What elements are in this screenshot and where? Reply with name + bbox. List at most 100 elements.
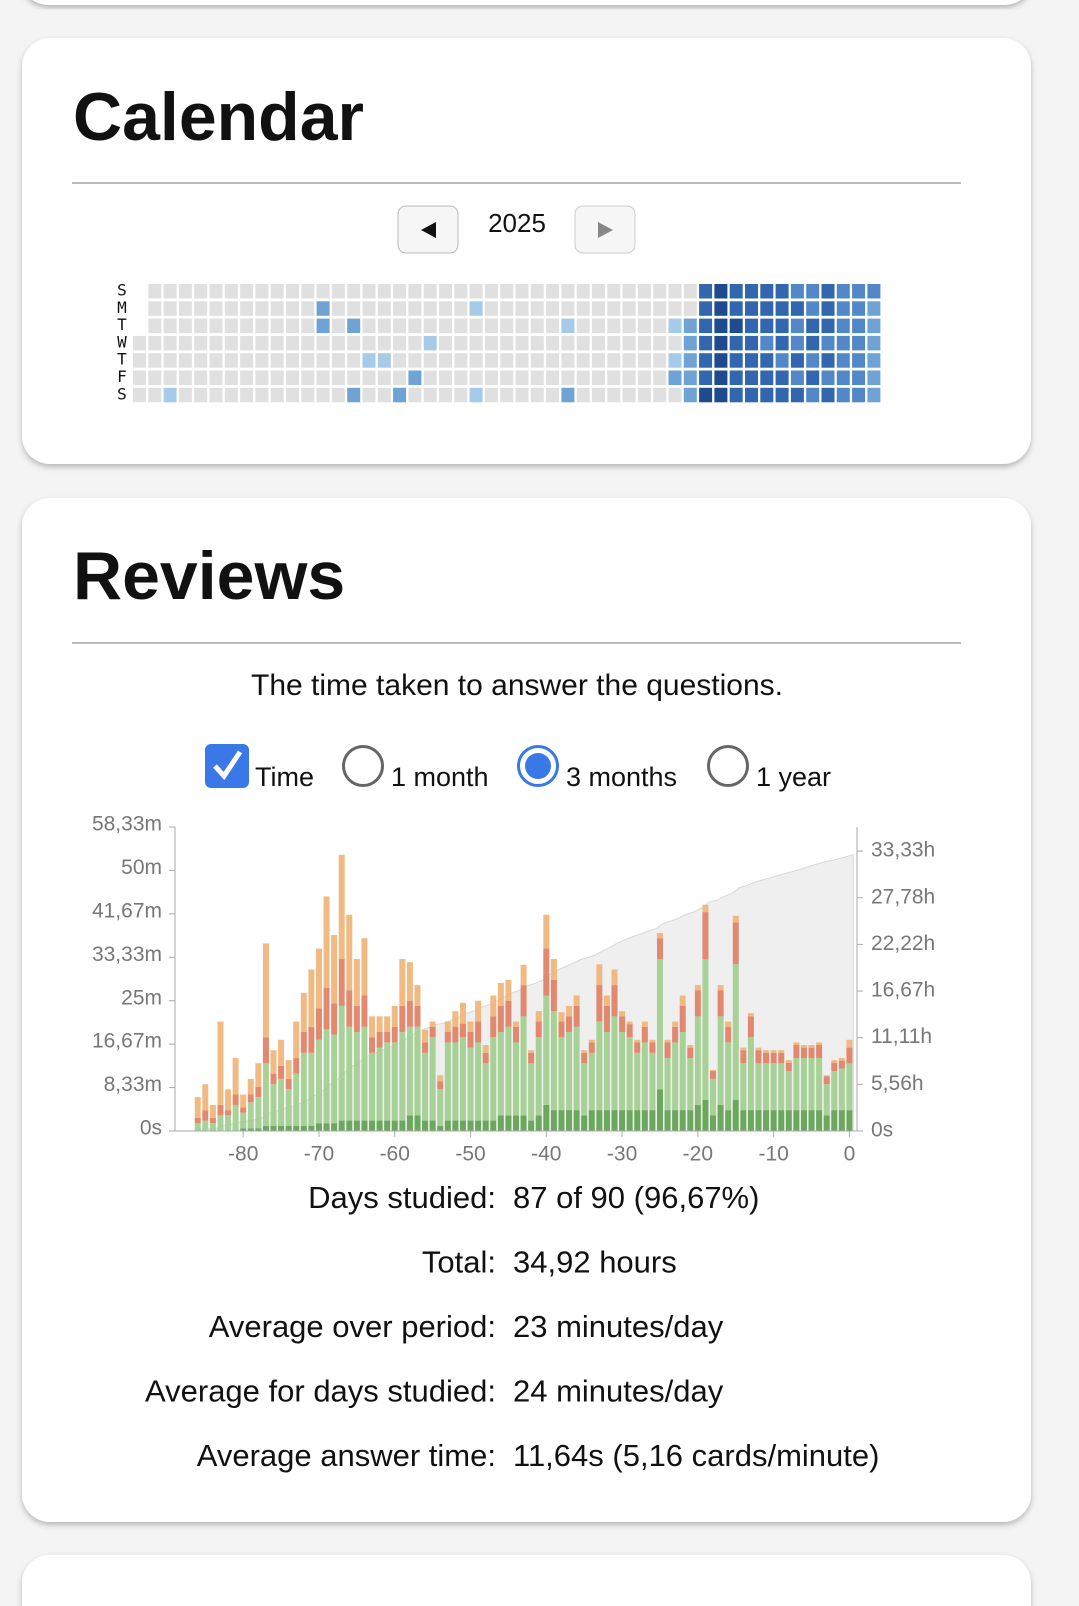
radio[interactable]	[707, 745, 749, 787]
heatmap-cell	[607, 301, 621, 316]
heatmap-cell	[637, 335, 651, 351]
control-label[interactable]: 1 year	[756, 762, 831, 792]
heatmap-cell	[316, 301, 330, 316]
bar-segment	[300, 992, 307, 1032]
heatmap-cell	[836, 335, 850, 351]
bar-segment	[346, 1120, 353, 1131]
heatmap-cell	[316, 335, 330, 351]
heatmap-cell	[653, 370, 667, 385]
x-tick-label: -10	[758, 1143, 788, 1166]
heatmap-cell	[530, 387, 544, 403]
bar-segment	[694, 985, 701, 991]
heatmap-cell	[377, 370, 391, 385]
heatmap-cell	[301, 301, 315, 316]
control-label[interactable]: 1 month	[391, 762, 489, 792]
heatmap-cell	[775, 353, 789, 368]
heatmap-cell	[469, 318, 483, 334]
bar-segment	[603, 995, 610, 1006]
bar-segment	[717, 990, 724, 1017]
heatmap-cell	[668, 318, 682, 334]
heatmap-cell	[699, 301, 713, 316]
bar-segment	[679, 1005, 686, 1032]
bar-segment	[755, 1110, 762, 1131]
heatmap-cell	[561, 387, 575, 403]
heatmap-cell	[806, 318, 820, 334]
bar-segment	[687, 1047, 694, 1059]
heatmap-cell	[745, 370, 758, 385]
heatmap-cell	[240, 335, 254, 351]
heatmap-cell	[316, 353, 330, 368]
heatmap-cell	[515, 387, 529, 403]
bar-segment	[467, 1047, 474, 1121]
y2-tick-label: 16,67h	[871, 979, 935, 1002]
heatmap-cell	[576, 284, 590, 299]
heatmap-cell	[546, 318, 560, 334]
bar-segment	[770, 1050, 777, 1053]
heatmap-cell	[209, 353, 223, 368]
bar-segment	[732, 1099, 739, 1131]
bar-segment	[619, 1011, 626, 1017]
bar-segment	[785, 1071, 792, 1111]
stat-value: 24 minutes/day	[513, 1374, 724, 1409]
bar-segment	[338, 1120, 345, 1131]
heatmap-cell	[484, 284, 498, 299]
heatmap-cell	[530, 370, 544, 385]
bar-segment	[247, 1102, 254, 1129]
control-label[interactable]: Time	[255, 762, 314, 792]
heatmap-cell	[760, 335, 774, 351]
bar-segment	[823, 1115, 830, 1131]
control-label[interactable]: 3 months	[566, 762, 677, 792]
heatmap-cell	[209, 387, 223, 403]
bar-segment	[255, 1063, 262, 1087]
bar-segment	[270, 1050, 277, 1074]
bar-segment	[346, 990, 353, 1027]
heatmap-cell	[347, 370, 361, 385]
bar-segment	[619, 1110, 626, 1131]
heatmap-cell	[622, 301, 636, 316]
heatmap-cell	[867, 335, 881, 351]
radio[interactable]	[342, 745, 384, 787]
heatmap-cell	[653, 353, 667, 368]
bar-segment	[747, 1016, 754, 1038]
bar-segment	[353, 959, 360, 1006]
heatmap-cell	[178, 318, 192, 334]
bar-segment	[444, 1120, 451, 1131]
checkbox[interactable]	[205, 744, 249, 788]
y-tick-label: 25m	[121, 986, 162, 1009]
heatmap-cell	[178, 335, 192, 351]
heatmap-cell	[469, 301, 483, 316]
bar-segment	[422, 1042, 429, 1053]
bar-segment	[725, 1026, 732, 1043]
heatmap-cell	[469, 284, 483, 299]
heatmap-cell	[240, 353, 254, 368]
bar-segment	[793, 1110, 800, 1131]
bar-segment	[300, 1052, 307, 1126]
heatmap-cell	[760, 370, 774, 385]
bar-segment	[209, 1123, 216, 1131]
bar-segment	[429, 1026, 436, 1038]
bar-segment	[270, 1125, 277, 1131]
heatmap-cell	[194, 353, 208, 368]
heatmap-cell	[163, 370, 177, 385]
heatmap-cell	[637, 284, 651, 299]
bar-segment	[573, 995, 580, 1006]
heatmap-cell	[377, 284, 391, 299]
bar-segment	[247, 1094, 254, 1103]
bar-segment	[558, 1037, 565, 1111]
heatmap-cell	[224, 335, 238, 351]
bar-segment	[755, 1047, 762, 1051]
heatmap-cell	[592, 335, 605, 351]
bar-segment	[717, 985, 724, 991]
heatmap-cell	[745, 284, 758, 299]
heatmap-cell	[377, 318, 391, 334]
bar-segment	[846, 1063, 853, 1111]
heatmap-cell	[637, 353, 651, 368]
bar-segment	[346, 914, 353, 991]
bar-segment	[664, 1042, 671, 1059]
heatmap-cell	[637, 387, 651, 403]
heatmap-cell	[821, 284, 835, 299]
bar-segment	[528, 1120, 535, 1131]
bar-segment	[596, 1110, 603, 1131]
bar-segment	[452, 1042, 459, 1121]
heatmap-cell	[821, 353, 835, 368]
